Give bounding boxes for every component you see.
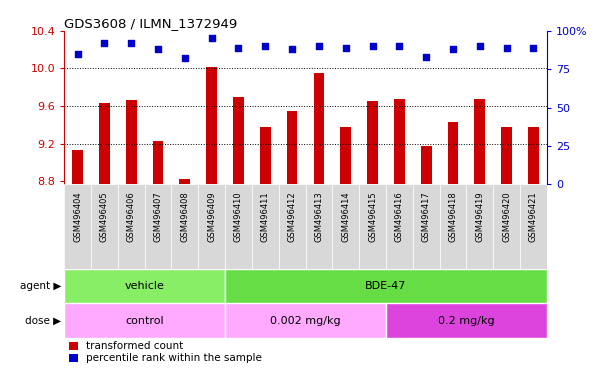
Text: GSM496407: GSM496407	[153, 191, 163, 242]
Text: GSM496418: GSM496418	[448, 191, 458, 242]
Bar	[332, 184, 359, 269]
Text: GSM496412: GSM496412	[288, 191, 296, 242]
Point	[287, 46, 297, 52]
Bar	[520, 184, 547, 269]
Bar	[340, 127, 351, 184]
Bar	[413, 184, 439, 269]
Point	[475, 43, 485, 49]
Text: GSM496419: GSM496419	[475, 191, 485, 242]
Bar	[91, 184, 118, 269]
Point	[126, 40, 136, 46]
Point	[314, 43, 324, 49]
Bar	[475, 99, 485, 184]
Point	[207, 35, 216, 41]
Point	[422, 54, 431, 60]
Bar	[225, 269, 547, 303]
Point	[502, 45, 511, 51]
Text: GSM496414: GSM496414	[341, 191, 350, 242]
Bar	[448, 122, 458, 184]
Point	[395, 43, 404, 49]
Bar	[118, 184, 145, 269]
Text: 0.2 mg/kg: 0.2 mg/kg	[438, 316, 495, 326]
Bar	[172, 184, 198, 269]
Point	[100, 40, 109, 46]
Bar	[64, 184, 91, 269]
Bar	[126, 99, 137, 184]
Point	[448, 46, 458, 52]
Point	[368, 43, 378, 49]
Text: GSM496408: GSM496408	[180, 191, 189, 242]
Bar	[233, 97, 244, 184]
Text: GSM496405: GSM496405	[100, 191, 109, 242]
Bar	[225, 303, 386, 338]
Bar	[421, 146, 431, 184]
Text: vehicle: vehicle	[125, 281, 164, 291]
Bar	[260, 127, 271, 184]
Text: GSM496409: GSM496409	[207, 191, 216, 242]
Bar	[153, 141, 163, 184]
Point	[153, 46, 163, 52]
Bar	[501, 127, 512, 184]
Text: GSM496411: GSM496411	[261, 191, 270, 242]
Point	[341, 45, 351, 51]
Bar	[493, 184, 520, 269]
Bar	[99, 103, 110, 184]
Bar	[145, 184, 172, 269]
Bar	[64, 303, 225, 338]
Text: BDE-47: BDE-47	[365, 281, 407, 291]
Text: dose ▶: dose ▶	[25, 316, 61, 326]
Bar	[528, 127, 539, 184]
Text: GSM496415: GSM496415	[368, 191, 377, 242]
Text: GSM496404: GSM496404	[73, 191, 82, 242]
Bar	[466, 184, 493, 269]
Bar	[386, 184, 413, 269]
Text: 0.002 mg/kg: 0.002 mg/kg	[270, 316, 341, 326]
Point	[73, 51, 82, 57]
Bar	[306, 184, 332, 269]
Text: GSM496420: GSM496420	[502, 191, 511, 242]
Bar	[359, 184, 386, 269]
Legend: transformed count, percentile rank within the sample: transformed count, percentile rank withi…	[70, 341, 262, 363]
Bar	[394, 99, 404, 184]
Text: GSM496421: GSM496421	[529, 191, 538, 242]
Bar	[439, 184, 466, 269]
Text: GSM496406: GSM496406	[126, 191, 136, 242]
Bar	[198, 184, 225, 269]
Bar	[64, 269, 225, 303]
Bar	[386, 303, 547, 338]
Point	[529, 45, 538, 51]
Text: agent ▶: agent ▶	[20, 281, 61, 291]
Bar	[72, 151, 83, 184]
Text: GSM496410: GSM496410	[234, 191, 243, 242]
Text: GDS3608 / ILMN_1372949: GDS3608 / ILMN_1372949	[64, 17, 238, 30]
Text: control: control	[125, 316, 164, 326]
Bar	[279, 184, 306, 269]
Bar	[367, 101, 378, 184]
Bar	[207, 68, 217, 184]
Point	[260, 43, 270, 49]
Text: GSM496413: GSM496413	[315, 191, 323, 242]
Bar	[287, 111, 298, 184]
Point	[233, 45, 243, 51]
Point	[180, 55, 190, 61]
Bar	[225, 184, 252, 269]
Text: GSM496416: GSM496416	[395, 191, 404, 242]
Text: GSM496417: GSM496417	[422, 191, 431, 242]
Bar	[313, 73, 324, 184]
Bar	[180, 179, 190, 184]
Bar	[252, 184, 279, 269]
